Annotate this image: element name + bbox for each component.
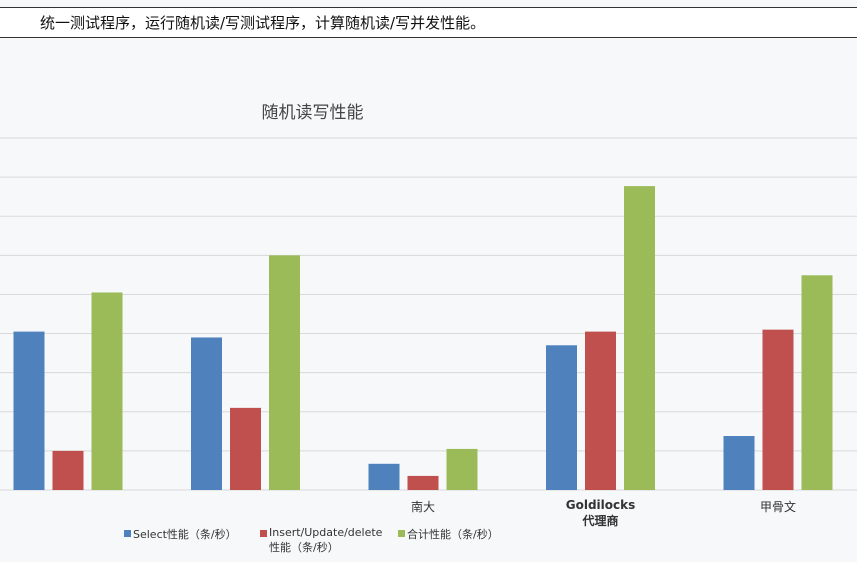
bar [546, 345, 577, 490]
header-text: 统一测试程序，运行随机读/写测试程序，计算随机读/写并发性能。 [0, 7, 857, 38]
bar [230, 407, 261, 490]
bar [52, 450, 84, 490]
bar [801, 275, 833, 490]
x-tick-label: 南大 [410, 500, 435, 514]
bar [446, 448, 478, 490]
bar [191, 337, 222, 490]
chart-title: 随机读写性能 [261, 103, 364, 123]
x-tick-label: 甲骨文 [759, 500, 796, 514]
legend-swatch [124, 530, 131, 537]
legend-swatch [398, 530, 405, 537]
legend-label: Insert/Update/delete 性能（条/秒） [269, 526, 383, 554]
bar [269, 255, 300, 490]
bar [624, 186, 655, 490]
bar [13, 331, 45, 490]
bar [91, 292, 123, 490]
bar [762, 329, 794, 490]
bar [585, 331, 616, 490]
legend-label: Select性能（条/秒） [133, 528, 237, 541]
bar [407, 475, 439, 490]
x-tick-label: Goldilocks 代理商 [565, 498, 636, 528]
legend-label: 合计性能（条/秒） [407, 528, 499, 541]
bar [723, 436, 755, 490]
legend-swatch [260, 530, 267, 537]
bar [368, 463, 400, 490]
